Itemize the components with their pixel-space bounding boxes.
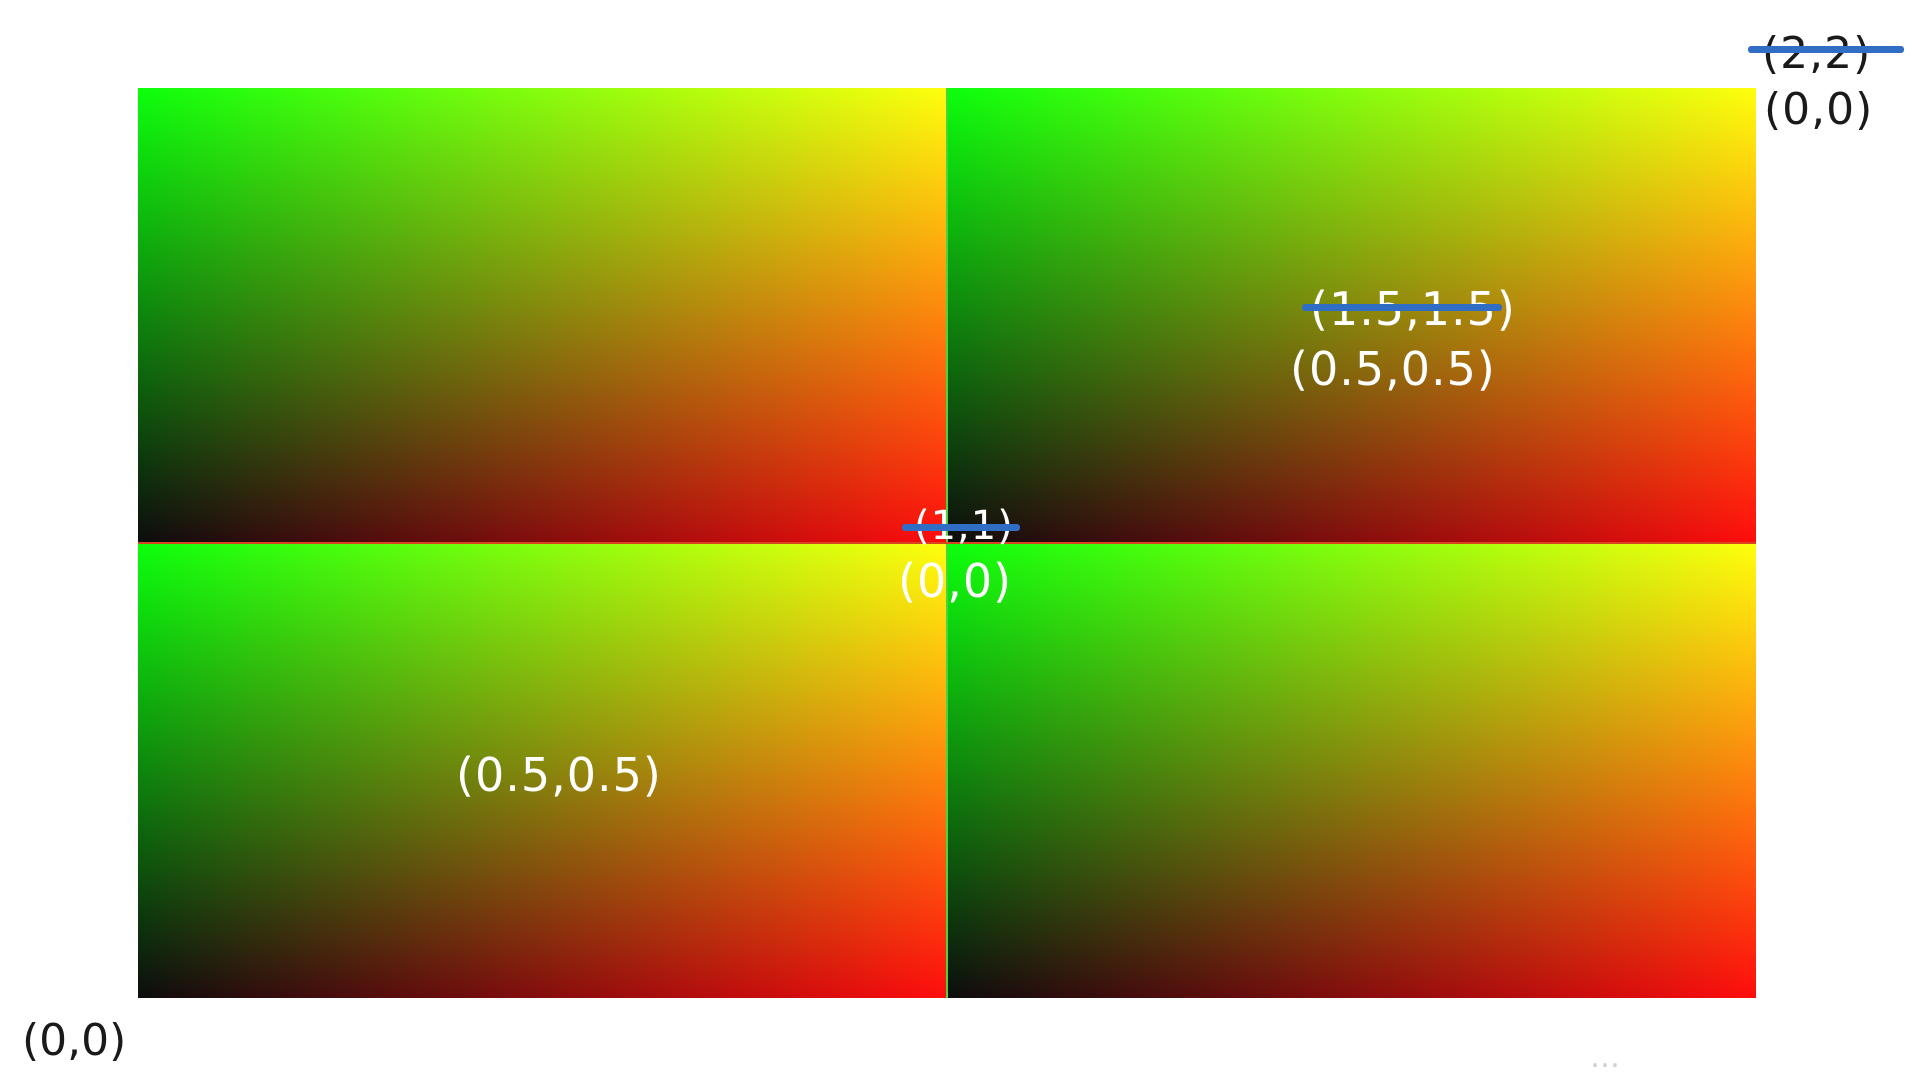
horizontal-seam (138, 542, 1756, 544)
gradient-tint-layer (948, 544, 1756, 998)
strike-line-top-right (1748, 46, 1904, 53)
gradient-tint-layer (948, 88, 1756, 542)
gradient-tint-layer (138, 544, 946, 998)
center-new-label: (0,0) (898, 554, 1013, 608)
q-tr-new-label: (0.5,0.5) (1290, 342, 1496, 396)
gradient-green-layer (948, 88, 1756, 542)
strike-line-center (902, 524, 1020, 531)
q-bl-center-label: (0.5,0.5) (456, 748, 662, 802)
gradient-green-layer (138, 88, 946, 542)
gradient-green-layer (948, 544, 1756, 998)
gradient-green-layer (138, 544, 946, 998)
quadrant-bottom-left (138, 544, 946, 998)
strike-line-q-tr (1302, 304, 1502, 311)
top-right-old-label: (2,2) (1762, 28, 1872, 79)
quadrant-bottom-right (948, 544, 1756, 998)
quadrant-top-right (948, 88, 1756, 542)
top-right-new-label: (0,0) (1764, 84, 1874, 135)
watermark-text: … (1590, 1040, 1620, 1075)
gradient-tint-layer (138, 88, 946, 542)
bottom-left-origin-label: (0,0) (22, 1015, 127, 1066)
quadrant-top-left (138, 88, 946, 542)
